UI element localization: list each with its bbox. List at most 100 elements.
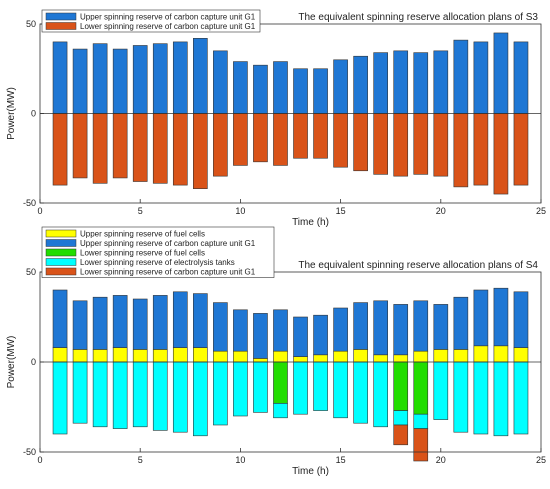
chart-title: The equivalent spinning reserve allocati… [298,260,538,271]
bar-series2-t6 [152,113,168,184]
bar-series2-t2 [72,300,88,350]
y-axis-label: Power(MW) [6,336,17,389]
bar-series1-t22 [473,345,489,363]
bar-series1-t20 [433,50,449,114]
legend-swatch [45,248,77,257]
bar-series1-t5 [132,45,148,114]
bar-series2-t16 [353,302,368,350]
bar-series5-t19 [413,428,429,462]
bar-series1-t21 [453,349,469,363]
bar-series1-t15 [333,350,348,363]
y-tick-label: -50 [23,198,36,208]
legend-label: Lower spinning reserve of electrolysis t… [80,258,235,267]
bar-series2-t21 [453,296,469,350]
bar-series1-t19 [413,350,429,363]
bar-series2-t2 [72,113,88,179]
bar-series4-t14 [313,361,328,411]
bar-series2-t23 [493,287,509,347]
bar-series1-t21 [453,39,469,114]
legend-label: Lower spinning reserve of carbon capture… [80,267,256,276]
bar-series1-t1 [52,41,68,114]
bar-series1-t4 [112,48,128,114]
bar-series1-t14 [313,68,328,114]
bar-series2-t1 [52,289,68,348]
bar-series1-t15 [333,59,348,114]
bar-series1-t18 [393,50,409,114]
bar-series4-t3 [92,361,108,428]
x-tick-label: 10 [235,455,245,465]
x-tick-label: 0 [37,206,42,216]
bar-series1-t16 [353,349,368,363]
bar-series1-t17 [373,52,389,114]
bar-series1-t12 [273,350,288,363]
x-tick-label: 10 [235,206,245,216]
legend: Upper spinning reserve of carbon capture… [41,9,261,33]
bar-series1-t6 [152,349,168,363]
bar-series1-t5 [132,349,148,363]
bar-series2-t4 [112,113,128,179]
bar-series2-t6 [152,295,168,350]
bar-series1-t13 [293,356,308,363]
bar-series1-t10 [233,350,248,363]
bar-series2-t9 [213,113,228,177]
legend-swatch [45,267,77,276]
bar-series1-t23 [493,32,509,114]
y-axis-label: Power(MW) [6,87,17,140]
bar-series2-t15 [333,307,348,352]
bar-series4-t12 [273,403,288,419]
bar-series1-t17 [373,354,389,363]
bar-series2-t24 [513,291,529,348]
bar-series4-t16 [353,361,368,424]
x-axis-label: Time (h) [292,466,329,477]
x-tick-label: 15 [336,455,346,465]
bar-series2-t5 [132,298,148,350]
bar-series4-t4 [112,361,128,429]
bar-series2-t17 [373,113,389,175]
bar-series4-t24 [513,361,529,435]
bar-series4-t22 [473,361,489,435]
bar-series1-t10 [233,61,248,114]
bar-series1-t12 [273,61,288,114]
bar-series2-t19 [413,300,429,352]
bar-series2-t13 [293,113,308,159]
bar-series3-t12 [273,361,288,404]
bar-series1-t8 [193,347,208,363]
bar-series4-t19 [413,413,429,429]
bar-series4-t18 [393,410,409,426]
bar-series1-t11 [253,358,268,363]
legend-label: Upper spinning reserve of carbon capture… [80,12,256,21]
bar-series1-t20 [433,349,449,363]
bar-series4-t23 [493,361,509,437]
bar-series1-t4 [112,347,128,363]
bar-series4-t21 [453,361,469,433]
bar-series2-t13 [293,316,308,357]
bar-series1-t8 [193,38,208,114]
bar-series1-t3 [92,349,108,363]
bar-series2-t11 [253,113,268,163]
legend: Upper spinning reserve of fuel cellsUppe… [41,226,275,278]
bar-series3-t18 [393,361,409,411]
bar-series2-t20 [433,113,449,177]
bar-series1-t7 [172,41,188,114]
bar-series2-t18 [393,304,409,356]
bar-series2-t9 [213,302,228,352]
y-tick-label: 50 [26,19,36,29]
bar-series2-t22 [473,289,489,347]
bar-series1-t14 [313,354,328,363]
bar-series2-t18 [393,113,409,177]
bar-series2-t14 [313,113,328,159]
bar-series2-t21 [453,113,469,188]
x-tick-label: 20 [436,206,446,216]
bar-series4-t20 [433,361,449,420]
bar-series2-t10 [233,309,248,352]
bar-series2-t8 [193,293,208,348]
bar-series2-t3 [92,296,108,350]
bar-series5-t18 [393,424,409,446]
y-tick-label: 0 [31,109,36,119]
bar-series1-t1 [52,347,68,363]
bar-series2-t19 [413,113,429,175]
bar-series4-t11 [253,361,268,413]
bar-series2-t20 [433,304,449,350]
y-tick-label: 0 [31,357,36,367]
